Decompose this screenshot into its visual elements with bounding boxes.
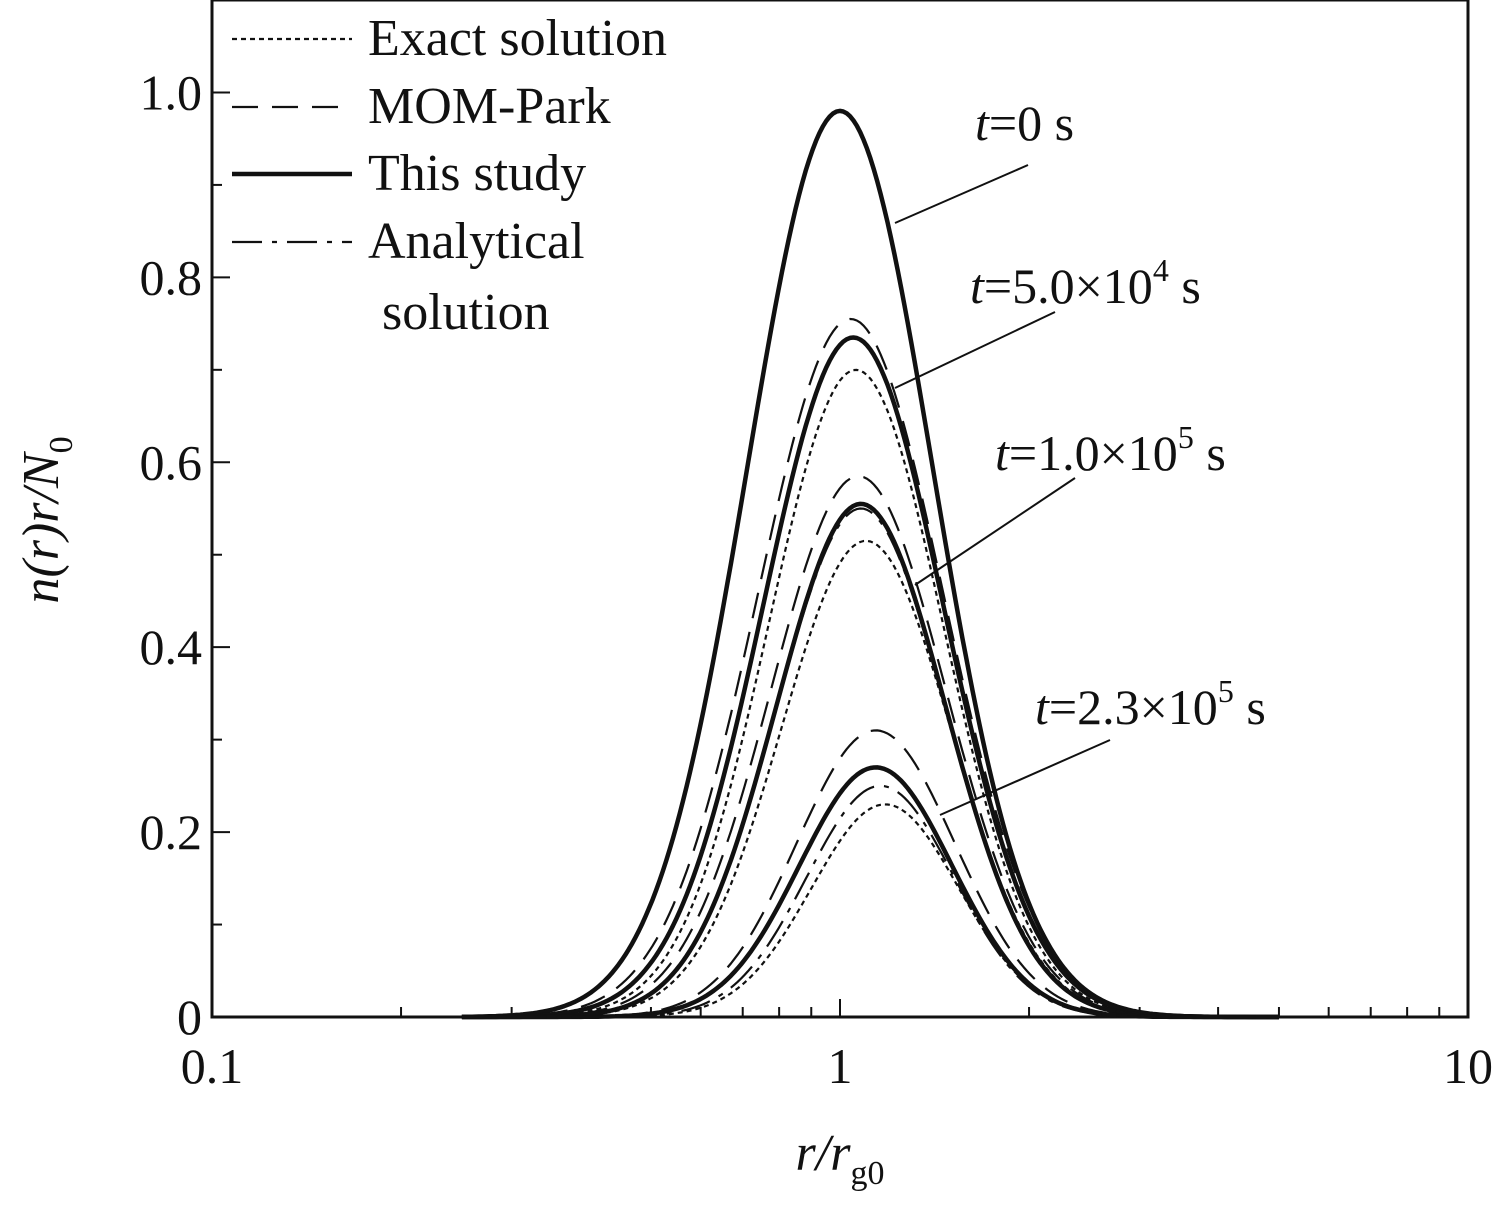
y-axis-title: n(r)r/N0: [13, 436, 80, 603]
axis-ticks: 0.1 1 10 0 0.2 0.4 0.6 0.8 1.0: [140, 64, 1494, 1094]
series-line: [461, 507, 1279, 1019]
legend-label: Analytical: [368, 213, 585, 270]
annotation-leaders: [894, 164, 1111, 816]
legend-label: Exact solution: [368, 10, 667, 67]
annotation-label: t=2.3×105 s: [1035, 673, 1266, 735]
series-line: [461, 765, 1279, 1020]
y-axis-title-main: n(r)r/N: [13, 450, 70, 604]
legend-label: This study: [368, 145, 586, 202]
y-tick-label: 0.6: [140, 434, 203, 490]
series-line: [461, 784, 1279, 1019]
annotation-label: t=5.0×104 s: [970, 252, 1201, 314]
annotation-leader: [939, 739, 1111, 816]
series-line: [461, 501, 1279, 1020]
annotation-leader: [914, 477, 1076, 586]
series-layer: [461, 108, 1279, 1020]
legend-label: MOM-Park: [368, 78, 611, 135]
x-axis-title-sub: g0: [850, 1155, 884, 1192]
y-tick-label: 0.4: [140, 619, 203, 675]
series-line: [461, 368, 1279, 1019]
annotation-leader: [894, 164, 1029, 224]
y-tick-label: 0.2: [140, 804, 203, 860]
series-line: [461, 539, 1279, 1019]
x-tick-label: 10: [1443, 1038, 1493, 1094]
series-line: [461, 475, 1279, 1019]
y-tick-label: 0: [177, 989, 202, 1045]
annotation-label: t=1.0×105 s: [995, 419, 1226, 481]
y-tick-label: 1.0: [140, 64, 203, 120]
annotation-leader: [894, 311, 1056, 389]
x-tick-label: 1: [828, 1038, 853, 1094]
legend-label: solution: [382, 284, 550, 341]
series-line: [461, 317, 1279, 1019]
series-line: [461, 729, 1279, 1019]
annotations: t=0 s t=5.0×104 s t=1.0×105 s t=2.3×105 s: [970, 95, 1266, 735]
legend: Exact solution MOM-Park This study Analytic…: [232, 10, 667, 341]
series-line: [461, 803, 1279, 1019]
x-axis-title-main: r/r: [796, 1125, 852, 1182]
x-axis-title: r/rg0: [796, 1125, 885, 1192]
annotation-label: t=0 s: [975, 95, 1074, 151]
y-tick-label: 0.8: [140, 249, 203, 305]
x-tick-label: 0.1: [181, 1038, 244, 1094]
series-line: [461, 336, 1279, 1019]
y-axis-title-sub: 0: [43, 436, 80, 453]
